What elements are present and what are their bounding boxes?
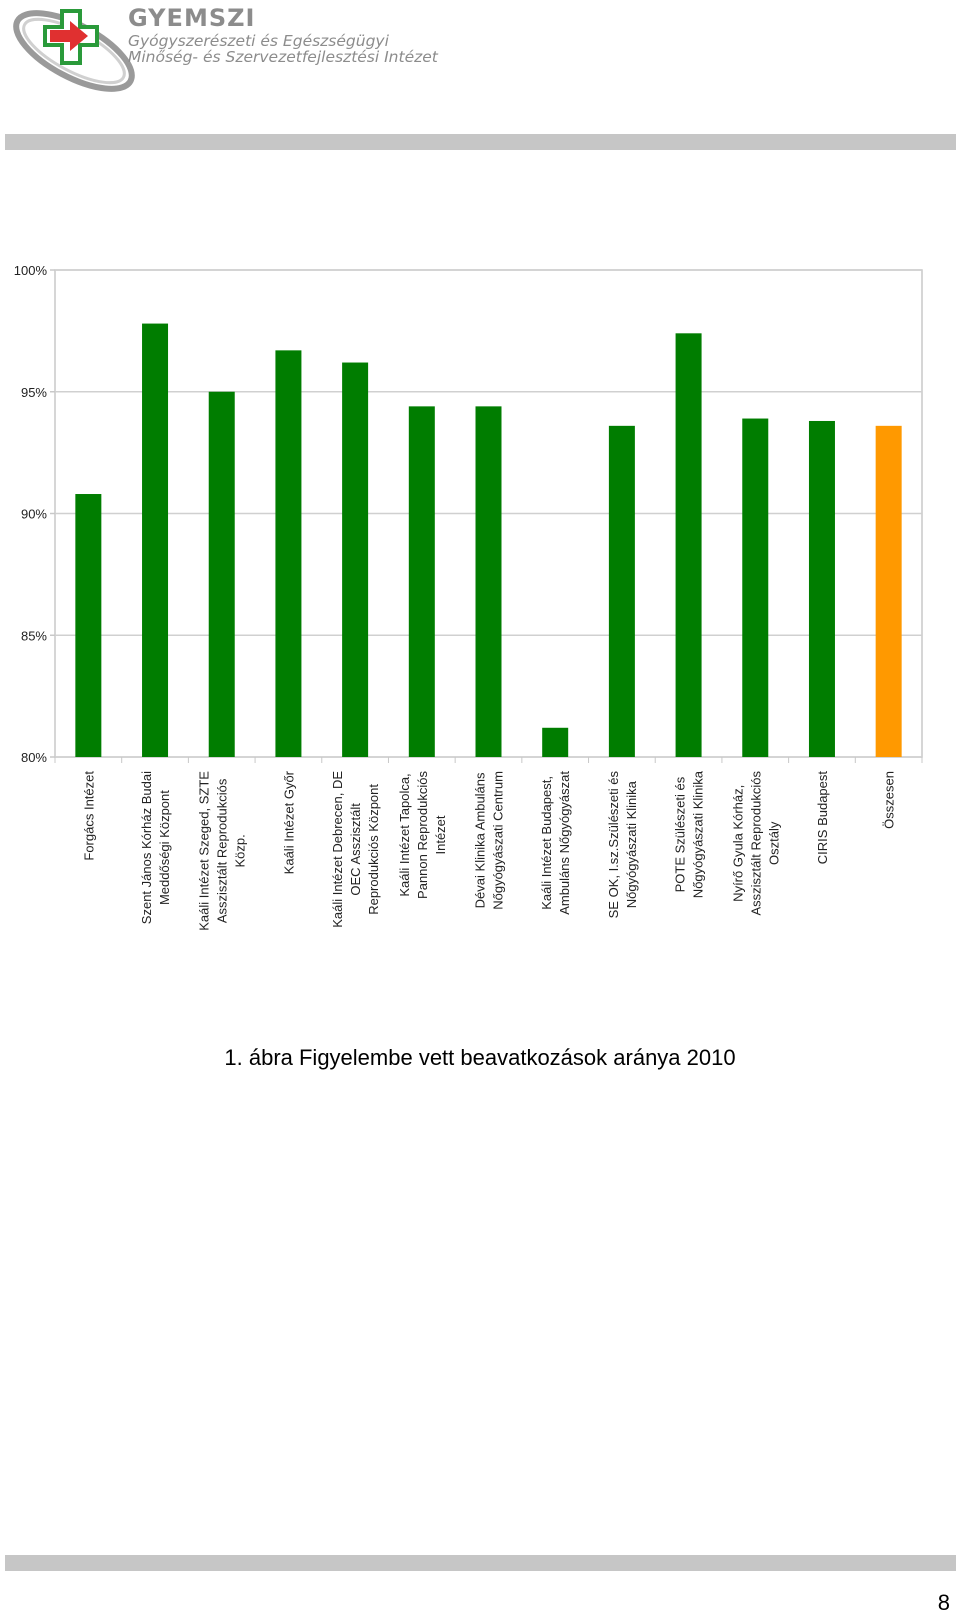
x-category-label-line: Pannon Reprodukciós [415,771,430,899]
organization-subtitle-line-1: Gyógyszerészeti és Egészségügyi [128,32,389,50]
x-category-label-line: Közp. [233,834,248,867]
x-category-label: Kaáli Intézet Budapest, Ambuláns Nőgyógyá… [539,771,572,915]
bar [408,406,435,757]
organization-name: GYEMSZI [128,4,256,32]
bar [675,333,702,757]
x-category-label-line: Nőgyógyászati Centrum [491,771,506,910]
figure-caption: 1. ábra Figyelembe vett beavatkozások ar… [224,1045,736,1070]
y-tick-label: 95% [21,385,47,400]
bar [208,391,235,757]
x-category-label: Kaáli Intézet Debrecen, DE OEC Asszisztál… [330,771,381,928]
footer-band [5,1555,956,1571]
bar [875,425,902,757]
x-category-label-line: Nőgyógyászati Klinika [624,780,639,908]
bar [808,420,835,757]
x-category-label-line: Szent János Kórház Budai [139,771,154,924]
y-tick-label: 85% [21,628,47,643]
x-category-label-line: POTE Szülészeti és [673,776,688,892]
x-category-label: Kaáli Intézet Győr [281,770,296,874]
x-category-label-line: Dévai Klinika Ambuláns [473,772,488,908]
x-category-label: POTE Szülészeti és Nőgyógyászati Klinika [673,770,706,898]
bar [142,323,169,757]
x-category-label: Szent János Kórház Budai Meddőségi Közpon… [139,771,172,924]
x-category-label-line: Intézet [433,815,448,854]
x-category-label: Összesen [882,771,897,829]
x-category-label-line: Kaáli Intézet Szeged, SZTE [197,771,212,930]
x-category-label: Dévai Klinika Ambuláns Nőgyógyászati Cent… [473,771,506,910]
x-category-label-line: CIRIS Budapest [815,771,830,865]
y-tick-label: 80% [21,750,47,765]
x-category-label-line: Reprodukciós Központ [366,784,381,915]
y-tick-label: 90% [21,507,47,522]
bar [542,727,569,757]
x-category-label-line: Osztály [766,821,781,865]
x-category-label-line: Meddőségi Központ [157,790,172,905]
x-category-label-line: SE OK, I.sz.Szülészeti és [606,771,621,919]
header-band [5,134,956,150]
x-category-label-line: Asszisztált Reprodukciós [748,771,763,916]
bar [275,350,302,757]
x-category-label-line: Nőgyógyászati Klinika [691,770,706,898]
x-category-label-line: Kaáli Intézet Budapest, [539,776,554,910]
organization-subtitle-line-2: Minőség- és Szervezetfejlesztési Intézet [128,48,438,66]
bar [608,425,635,757]
page-number: 8 [937,1590,950,1615]
x-category-label: Kaáli Intézet Tapolca, Pannon Reprodukció… [397,771,448,899]
x-category-label-line: Forgács Intézet [81,771,96,861]
bar [75,494,102,757]
x-category-label: Forgács Intézet [81,771,96,861]
gyemszi-logo-icon [13,9,135,92]
bar-chart: 80% 85% 90% 95% 100% Forgács Intézet Szent Ján… [14,263,923,930]
x-category-label: Kaáli Intézet Szeged, SZTE Asszisztált Re… [197,771,248,930]
x-category-label-line: Összesen [882,771,897,829]
bar [342,362,369,757]
x-category-label-line: Kaáli Intézet Győr [281,770,296,874]
x-category-label-line: Nyírő Gyula Kórház, [730,785,745,902]
x-category-label: CIRIS Budapest [815,771,830,865]
x-category-label-line: Ambuláns Nőgyógyászat [557,771,572,915]
x-category-label-line: Kaáli Intézet Debrecen, DE [330,771,345,928]
bar [475,406,502,757]
x-category-label: Nyírő Gyula Kórház, Asszisztált Reprodukc… [730,771,781,916]
x-category-label-line: OEC Asszisztált [348,803,363,896]
y-tick-label: 100% [14,263,48,278]
bar [742,418,769,757]
x-category-label: SE OK, I.sz.Szülészeti és Nőgyógyászati K… [606,771,639,919]
x-category-label-line: Kaáli Intézet Tapolca, [397,773,412,896]
x-category-label-line: Asszisztált Reprodukciós [215,778,230,923]
